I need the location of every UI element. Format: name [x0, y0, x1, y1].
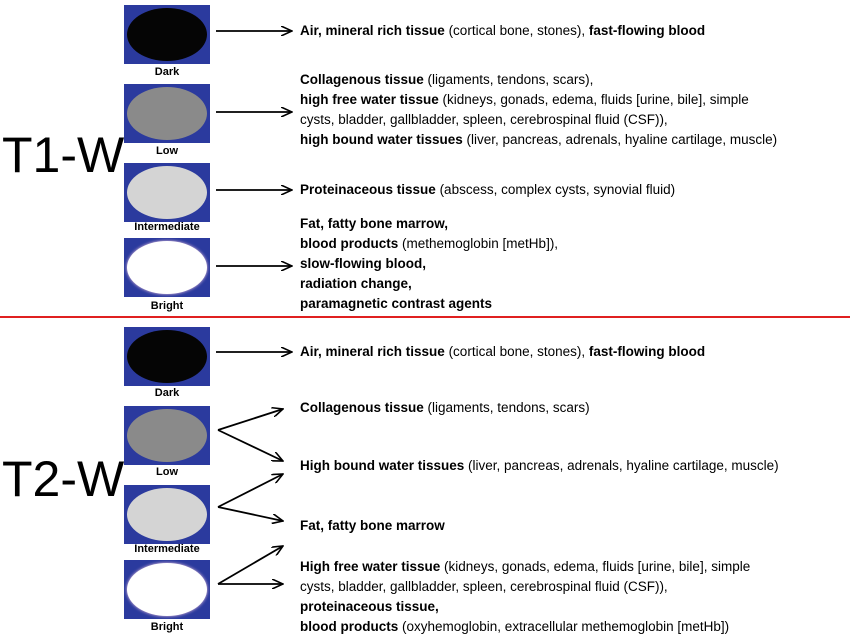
t1-label-low: Low [156, 145, 178, 157]
tissue-detail: (kidneys, gonads, edema, fluids [urine, … [440, 559, 751, 574]
tissue-term: Air, mineral rich tissue [300, 344, 445, 359]
t1-label-dark: Dark [154, 66, 180, 78]
t1-swatch-dark [124, 5, 210, 64]
tissue-term: Fat, fatty bone marrow [300, 518, 445, 533]
t1-description-line: high bound water tissues (liver, pancrea… [300, 130, 777, 150]
arrow [217, 474, 283, 508]
section-divider [0, 316, 850, 318]
tissue-term: slow-flowing blood, [300, 256, 426, 271]
t1-swatch-intermediate [124, 163, 210, 222]
t1-description-line: Fat, fatty bone marrow, [300, 214, 448, 234]
tissue-detail: (ligaments, tendons, scars), [423, 72, 594, 87]
signal-ellipse [127, 241, 207, 294]
t2-swatch-intermediate [124, 485, 210, 544]
tissue-term: blood products [300, 236, 399, 251]
t1-label-intermediate: Intermediate [134, 221, 200, 233]
t1-description-line: slow-flowing blood, [300, 254, 426, 274]
tissue-detail: (kidneys, gonads, edema, fluids [urine, … [438, 92, 749, 107]
signal-ellipse [127, 409, 207, 462]
arrow [217, 409, 283, 431]
t2-label-low: Low [156, 466, 178, 478]
tissue-detail: (oxyhemoglobin, extracellular methemoglo… [398, 619, 730, 634]
t2-description-line: proteinaceous tissue, [300, 597, 439, 617]
t2-description-line: High free water tissue (kidneys, gonads,… [300, 557, 750, 577]
tissue-detail: (ligaments, tendons, scars) [423, 400, 590, 415]
tissue-term: blood products [300, 619, 399, 634]
t2-label-bright: Bright [150, 621, 184, 633]
signal-ellipse [127, 563, 207, 616]
arrow [217, 546, 283, 585]
t1-title: T1-W [2, 127, 125, 183]
t1-description-line: blood products (methemoglobin [metHb]), [300, 234, 558, 254]
arrow [217, 506, 283, 521]
t2-description-line: Air, mineral rich tissue (cortical bone,… [300, 342, 705, 362]
tissue-term: Collagenous tissue [300, 72, 424, 87]
signal-ellipse [127, 166, 207, 219]
t1-swatch-low [124, 84, 210, 143]
tissue-term: Fat, fatty bone marrow, [300, 216, 449, 231]
t1-description-line: cysts, bladder, gallbladder, spleen, cer… [300, 110, 668, 130]
tissue-detail: (liver, pancreas, adrenals, hyaline cart… [462, 132, 778, 147]
t1-description-line: high free water tissue (kidneys, gonads,… [300, 90, 749, 110]
tissue-term: high free water tissue [300, 92, 439, 107]
tissue-detail: (abscess, complex cysts, synovial fluid) [435, 182, 676, 197]
tissue-term: proteinaceous tissue, [300, 599, 439, 614]
tissue-term: Proteinaceous tissue [300, 182, 436, 197]
tissue-detail: cysts, bladder, gallbladder, spleen, cer… [300, 112, 668, 127]
arrow [217, 429, 283, 461]
tissue-detail: (cortical bone, stones), [444, 23, 589, 38]
tissue-term: fast-flowing blood [588, 344, 706, 359]
t1-description-line: radiation change, [300, 274, 412, 294]
t2-swatch-dark [124, 327, 210, 386]
t2-description-line: High bound water tissues (liver, pancrea… [300, 456, 779, 476]
tissue-detail: cysts, bladder, gallbladder, spleen, cer… [300, 579, 668, 594]
tissue-term: high bound water tissues [300, 132, 463, 147]
tissue-term: fast-flowing blood [588, 23, 706, 38]
tissue-term: High free water tissue [300, 559, 441, 574]
t1-label-bright: Bright [150, 300, 184, 312]
t2-swatch-low [124, 406, 210, 465]
tissue-term: High bound water tissues [300, 458, 465, 473]
t2-description-line: Fat, fatty bone marrow [300, 516, 445, 536]
signal-ellipse [127, 488, 207, 541]
t2-description-line: cysts, bladder, gallbladder, spleen, cer… [300, 577, 668, 597]
tissue-detail: (liver, pancreas, adrenals, hyaline cart… [464, 458, 779, 473]
signal-ellipse [127, 87, 207, 140]
signal-ellipse [127, 8, 207, 61]
tissue-detail: (methemoglobin [metHb]), [398, 236, 559, 251]
tissue-term: radiation change, [300, 276, 412, 291]
t2-title: T2-W [2, 451, 125, 507]
tissue-detail: (cortical bone, stones), [444, 344, 589, 359]
t1-swatch-bright [124, 238, 210, 297]
t2-swatch-bright [124, 560, 210, 619]
t1-description-line: Collagenous tissue (ligaments, tendons, … [300, 70, 593, 90]
tissue-term: paramagnetic contrast agents [300, 296, 493, 311]
t1-description-line: Air, mineral rich tissue (cortical bone,… [300, 21, 705, 41]
signal-ellipse [127, 330, 207, 383]
t2-label-dark: Dark [154, 387, 180, 399]
t2-description-line: blood products (oxyhemoglobin, extracell… [300, 617, 729, 637]
tissue-term: Air, mineral rich tissue [300, 23, 445, 38]
t1-description-line: Proteinaceous tissue (abscess, complex c… [300, 180, 675, 200]
t1-description-line: paramagnetic contrast agents [300, 294, 492, 314]
t2-description-line: Collagenous tissue (ligaments, tendons, … [300, 398, 590, 418]
t2-label-intermediate: Intermediate [134, 543, 200, 555]
tissue-term: Collagenous tissue [300, 400, 424, 415]
